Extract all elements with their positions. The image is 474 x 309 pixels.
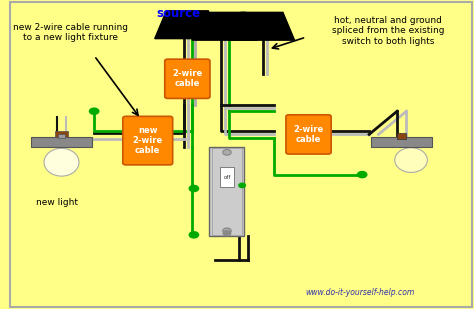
Bar	[397, 133, 406, 139]
Polygon shape	[192, 12, 257, 40]
Bar	[212, 148, 242, 235]
FancyBboxPatch shape	[286, 115, 331, 154]
Circle shape	[189, 232, 199, 238]
Circle shape	[357, 171, 367, 178]
Circle shape	[223, 228, 231, 234]
Circle shape	[90, 108, 99, 114]
FancyBboxPatch shape	[165, 59, 210, 99]
Circle shape	[239, 183, 246, 188]
Text: source: source	[156, 7, 200, 20]
Bar	[58, 134, 65, 138]
Text: www.do-it-yourself-help.com: www.do-it-yourself-help.com	[305, 287, 414, 297]
Text: new 2-wire cable running
to a new light fixture: new 2-wire cable running to a new light …	[13, 23, 128, 42]
Circle shape	[223, 231, 231, 236]
Text: hot, neutral and ground
spliced from the existing
switch to both lights: hot, neutral and ground spliced from the…	[331, 16, 444, 46]
Text: new light: new light	[36, 198, 78, 207]
FancyBboxPatch shape	[123, 116, 173, 165]
Bar	[219, 167, 235, 187]
Circle shape	[189, 185, 199, 192]
Text: 2-wire
cable: 2-wire cable	[172, 69, 202, 88]
Polygon shape	[155, 11, 220, 39]
Ellipse shape	[44, 148, 79, 176]
Bar	[372, 137, 432, 147]
Ellipse shape	[395, 148, 428, 172]
Text: off: off	[223, 175, 231, 180]
Bar	[210, 147, 245, 236]
Text: new
2-wire
cable: new 2-wire cable	[133, 126, 163, 155]
Bar	[55, 131, 68, 138]
Circle shape	[223, 150, 231, 155]
Bar	[31, 137, 92, 147]
Polygon shape	[229, 12, 294, 40]
Text: 2-wire
cable: 2-wire cable	[293, 125, 324, 144]
